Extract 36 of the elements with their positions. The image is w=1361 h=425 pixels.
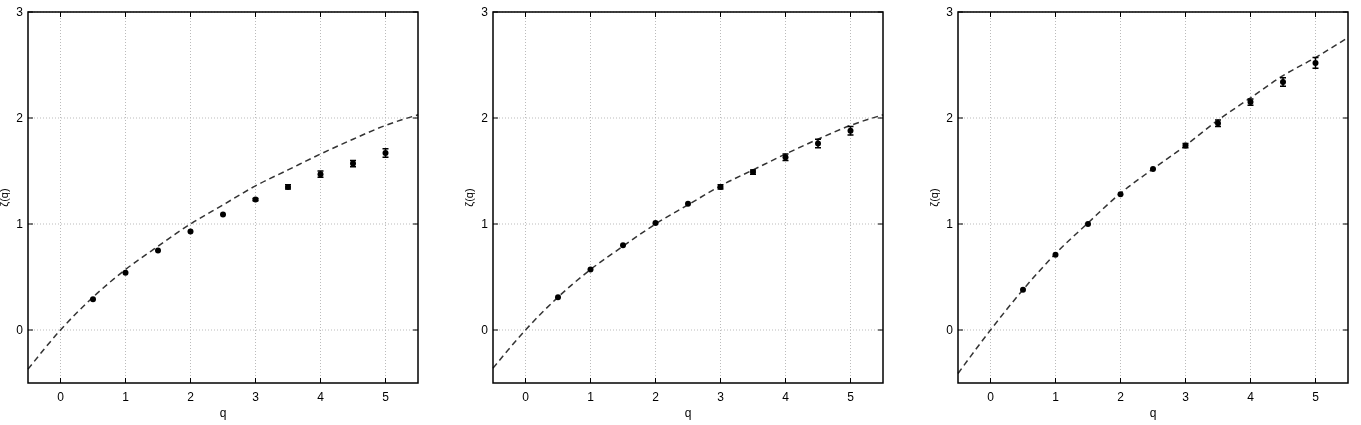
x-tick-label: 1 [1052,390,1060,404]
y-tick-label: 1 [16,217,24,232]
x-tick-label: 3 [717,390,725,404]
y-tick-label: 3 [946,5,954,20]
x-tick-label: 3 [252,390,260,404]
x-axis-title: q [219,406,227,420]
y-tick-label: 0 [946,323,954,338]
x-tick-label: 4 [782,390,790,404]
y-axis-title: ζ(q) [463,188,475,207]
x-tick-label: 2 [1117,390,1125,404]
x-tick-label: 4 [317,390,325,404]
x-tick-label: 4 [1247,390,1255,404]
x-tick-label: 5 [847,390,855,404]
y-tick-label: 3 [16,5,24,20]
x-tick-label: 3 [1182,390,1190,404]
y-axis-title: ζ(q) [928,188,940,207]
y-tick-label: 2 [16,111,24,126]
x-tick-label: 0 [522,390,530,404]
x-tick-label: 0 [987,390,995,404]
y-tick-label: 1 [481,217,489,232]
x-tick-label: 2 [652,390,660,404]
y-tick-label: 3 [481,5,489,20]
y-axis-title: ζ(q) [0,188,10,207]
x-axis-title: q [684,406,692,420]
x-tick-label: 5 [382,390,390,404]
x-tick-label: 5 [1312,390,1320,404]
x-tick-label: 0 [57,390,65,404]
x-axis-title: q [1149,406,1157,420]
x-tick-label: 1 [587,390,595,404]
y-tick-label: 0 [16,323,24,338]
y-tick-label: 1 [946,217,954,232]
x-tick-label: 1 [122,390,130,404]
y-tick-label: 2 [481,111,489,126]
y-tick-label: 2 [946,111,954,126]
x-tick-label: 2 [187,390,195,404]
y-tick-label: 0 [481,323,489,338]
